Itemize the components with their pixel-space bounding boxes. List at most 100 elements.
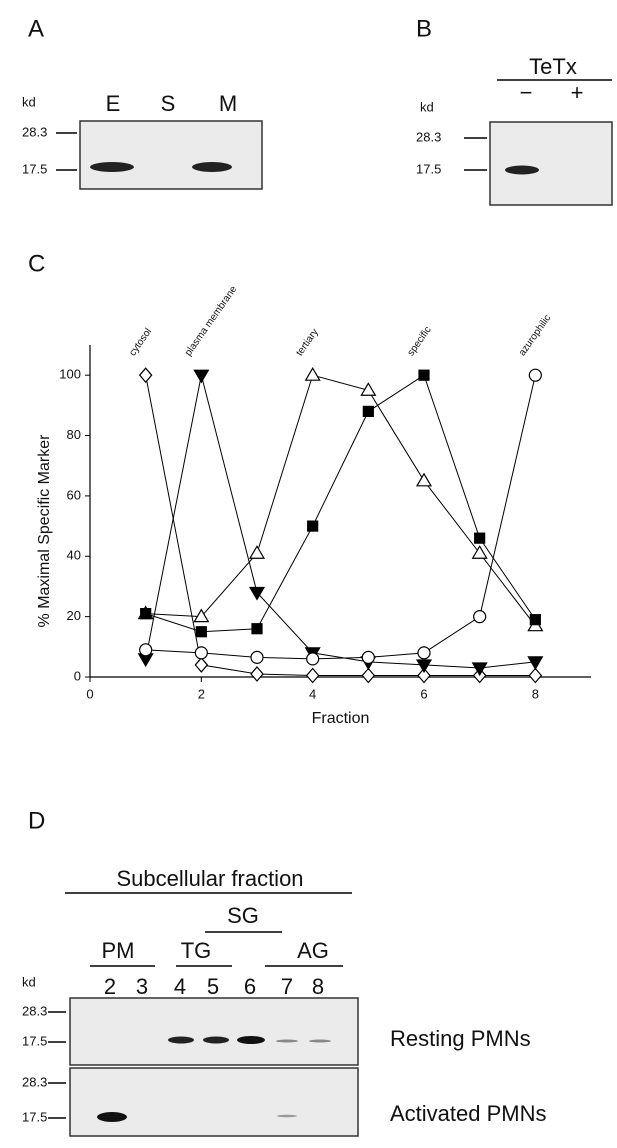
marker-label: 17.5 (416, 161, 441, 176)
point (530, 615, 540, 625)
x-tick-label: 2 (198, 686, 205, 701)
y-tick-label: 80 (67, 427, 81, 442)
point (307, 653, 319, 665)
blot-title: Subcellular fraction (116, 866, 303, 891)
blot (70, 1068, 358, 1136)
group-label: TG (181, 938, 212, 963)
lane-label: S (161, 91, 176, 116)
point (307, 668, 319, 682)
lane-label: 4 (174, 974, 186, 999)
point (362, 668, 374, 682)
band (309, 1040, 331, 1043)
point (475, 533, 485, 543)
point (529, 668, 541, 682)
band (97, 1112, 127, 1122)
lane-label: 2 (104, 974, 116, 999)
series-label: tertiary (294, 327, 321, 358)
y-axis-label: % Maximal Specific Marker (36, 434, 53, 628)
blot (490, 122, 612, 205)
lane-label: 6 (244, 974, 256, 999)
point (417, 474, 431, 486)
series-label: cytosol (127, 326, 154, 358)
point (251, 651, 263, 663)
y-tick-label: 0 (74, 668, 81, 683)
marker-label: 28.3 (22, 1003, 47, 1018)
point (140, 368, 152, 382)
point (141, 609, 151, 619)
point (251, 667, 263, 681)
marker-label: 17.5 (22, 1109, 47, 1124)
point (140, 644, 152, 656)
panel-label: D (28, 807, 45, 834)
marker-label: 28.3 (22, 124, 47, 139)
x-tick-label: 4 (309, 686, 316, 701)
series-line (146, 375, 536, 668)
series-label: azurophilic (517, 313, 553, 358)
point (363, 406, 373, 416)
marker-label: 17.5 (22, 161, 47, 176)
point (419, 370, 429, 380)
marker-label: 28.3 (22, 1074, 47, 1089)
panel-label: A (28, 15, 44, 42)
band (168, 1037, 194, 1044)
point (252, 624, 262, 634)
figure: A kd E S M 28.3 17.5 B TeTx − + kd 28.3 … (0, 0, 617, 1143)
series-line (146, 375, 536, 626)
group-label: SG (227, 903, 259, 928)
y-tick-label: 60 (67, 487, 81, 502)
lane-label: 7 (281, 974, 293, 999)
point (195, 658, 207, 672)
point (195, 647, 207, 659)
lane-label: 3 (136, 974, 148, 999)
marker-label: 28.3 (416, 129, 441, 144)
lane-label: 5 (207, 974, 219, 999)
point (529, 369, 541, 381)
y-tick-label: 40 (67, 548, 81, 563)
series-label: plasma membrane (183, 284, 240, 359)
point (306, 368, 320, 380)
blot (70, 998, 358, 1065)
lane-label: + (571, 80, 584, 105)
point (473, 546, 487, 558)
kd-label: kd (420, 99, 434, 114)
point (417, 660, 431, 672)
lane-label: E (106, 91, 121, 116)
point (308, 521, 318, 531)
marker-label: 17.5 (22, 1033, 47, 1048)
band (203, 1037, 229, 1044)
point (474, 611, 486, 623)
band (276, 1040, 298, 1043)
point (362, 651, 374, 663)
group-label: AG (297, 938, 329, 963)
blot-name: Activated PMNs (390, 1101, 547, 1126)
band (277, 1115, 297, 1118)
series-line (146, 375, 536, 632)
kd-label: kd (22, 94, 36, 109)
x-axis-label: Fraction (312, 710, 370, 727)
panel-label: C (28, 250, 45, 277)
treatment-label: TeTx (529, 54, 577, 79)
band (90, 162, 134, 172)
point (418, 647, 430, 659)
series-label: specific (406, 325, 434, 359)
x-tick-label: 0 (86, 686, 93, 701)
group-label: PM (102, 938, 135, 963)
point (194, 370, 208, 382)
point (473, 663, 487, 675)
point (196, 627, 206, 637)
point (250, 546, 264, 558)
blot (80, 121, 262, 189)
x-tick-label: 8 (532, 686, 539, 701)
y-tick-label: 100 (59, 367, 81, 382)
lane-label: M (219, 91, 237, 116)
band (237, 1036, 265, 1044)
band (505, 166, 539, 175)
band (192, 162, 232, 172)
kd-label: kd (22, 974, 36, 989)
panel-label: B (416, 15, 432, 42)
blot-name: Resting PMNs (390, 1026, 531, 1051)
lane-label: 8 (312, 974, 324, 999)
lane-label: − (520, 80, 533, 105)
